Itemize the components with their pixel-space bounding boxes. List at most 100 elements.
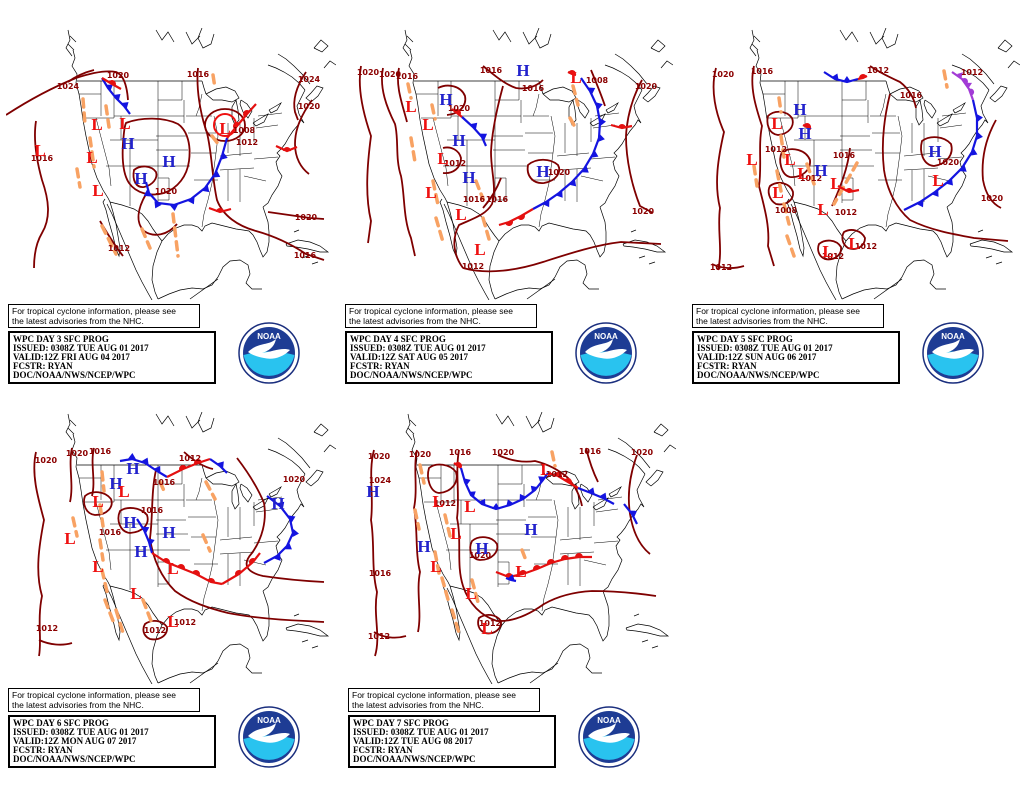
low-pressure-symbol: L [34,141,45,160]
trough-line [550,450,557,468]
warm-front [547,471,579,489]
high-pressure-symbol: H [475,539,488,558]
low-pressure-symbol: L [92,557,103,576]
pressure-label: 1020 [469,551,492,560]
prog-forecaster: FCSTR: RYAN [697,361,757,371]
trough-line [481,216,491,241]
pressure-label: 1012 [108,244,130,253]
isobar [627,454,651,555]
isobar [373,631,407,639]
prog-doc: DOC/NOAA/NWS/NCEP/WPC [13,370,136,380]
high-pressure-symbol: H [162,523,175,542]
trough-line [210,134,221,147]
trough-line [103,598,117,628]
low-pressure-symbol: L [167,559,178,578]
trough-line [942,69,949,89]
high-pressure-symbol: H [793,100,806,119]
low-pressure-symbol: L [746,150,757,169]
circled-low [213,113,237,137]
surface-prog-map[interactable]: 1020 102010161016101610201008102010121020… [343,28,673,300]
isobar [817,239,842,261]
surface-prog-map[interactable]: 1020 1020 1016 1020 1016 1020 1024 1012 1012 1016… [346,412,676,684]
low-pressure-symbol: L [474,240,485,259]
prog-title: WPC DAY 4 SFC PROG [350,334,446,344]
prog-issued: ISSUED: 0308Z TUE AUG 01 2017 [353,727,489,737]
pressure-label: 1020 [283,475,306,484]
pressure-label: 1016 [153,478,176,487]
pressure-label: 1020 [937,158,960,167]
tropical-note-line2: the latest advisories from the NHC. [352,700,484,710]
forecast-panel-day7[interactable]: 1020 1020 1016 1020 1016 1020 1024 1012 1012 1016… [346,412,683,796]
prog-issued: ISSUED: 0308Z TUE AUG 01 2017 [697,343,833,353]
trough-line [782,202,791,226]
isobar [456,449,657,622]
high-pressure-symbol: H [271,494,284,513]
cold-front [532,77,606,210]
low-pressure-symbol: L [422,115,433,134]
tropical-note: For tropical cyclone information, please… [8,304,200,328]
pressure-label: 1012 [835,208,857,217]
trough-line [832,161,859,206]
pressure-label: 1020 [409,450,432,459]
tropical-note-line1: For tropical cyclone information, please… [696,306,860,316]
weather-features: 1020 1016 1024 1024 1020 1008 1012 1016 1020 1020… [6,67,325,269]
cold-front [143,137,229,211]
isobar [477,614,502,635]
pressure-label: 1020 [631,448,654,457]
prog-info-box: WPC DAY 5 SFC PROG ISSUED: 0308Z TUE AUG… [692,331,900,384]
isobar [767,181,794,206]
warm-front [451,108,463,118]
pressure-label: 1016 [369,569,392,578]
isobar [427,463,458,494]
warm-front [495,553,592,579]
warm-front [226,103,257,139]
isobar [293,71,307,121]
forecast-panel-day4[interactable]: 1020 1020 1016 1016 1016 1020 1008 1020 1012 1020… [343,28,680,412]
isobar [482,65,544,90]
warm-front [166,457,211,478]
trough-line [104,104,111,129]
prog-valid: VALID:12Z SAT AUG 05 2017 [350,352,469,362]
surface-prog-map[interactable]: 1020 1016 1012 1012 1016 1012 1016 1020 1020 1008… [690,28,1020,300]
tropical-note-line1: For tropical cyclone information, please… [349,306,513,316]
pressure-label: 1020 [635,82,658,91]
isobar [83,491,113,516]
warm-front [837,185,860,194]
forecast-panel-day3[interactable]: 1020 1016 1024 1024 1020 1008 1012 1016 1020 1020… [6,28,343,412]
tropical-note: For tropical cyclone information, please… [8,688,200,712]
trough-line [100,568,110,598]
isobar [236,457,325,583]
pressure-label: 1016 [900,91,923,100]
pressure-label: 1016 [187,70,210,79]
pressure-label: 1020 [107,71,130,80]
isobar [413,449,421,633]
pressure-label: 1016 [99,528,122,537]
pressure-label: 1020 [712,70,735,79]
trough-line [171,212,180,258]
high-pressure-symbol: H [439,90,452,109]
forecast-panel-day5[interactable]: 1020 1016 1012 1012 1016 1012 1016 1020 1020 1008… [690,28,1024,412]
pressure-label: 1016 [294,251,317,260]
cold-front [119,453,168,478]
trough-line [470,578,481,608]
pressure-label: 1012 [434,499,456,508]
pressure-label: 1012 [855,242,877,251]
low-pressure-symbol: L [464,497,475,516]
pressure-label: 1020 [548,168,571,177]
surface-prog-map[interactable]: 1020 1016 1024 1024 1020 1008 1012 1016 1020 1020… [6,28,336,300]
isobar [881,93,1009,242]
warm-front [498,208,534,227]
isobar [625,79,654,214]
trough-line [474,179,485,201]
pressure-label: 1012 [961,68,983,77]
low-pressure-symbol: L [797,164,808,183]
forecast-panel-day6[interactable]: 1020 1020 1016 1012 1016 1016 1016 1020 1012 1012… [6,412,343,796]
pressure-label: 1024 [369,476,392,485]
low-pressure-symbol: L [437,149,448,168]
pressure-label: 1008 [775,206,798,215]
pressure-label: 1012 [444,159,466,168]
prog-forecaster: FCSTR: RYAN [13,361,73,371]
isobar [469,536,499,561]
